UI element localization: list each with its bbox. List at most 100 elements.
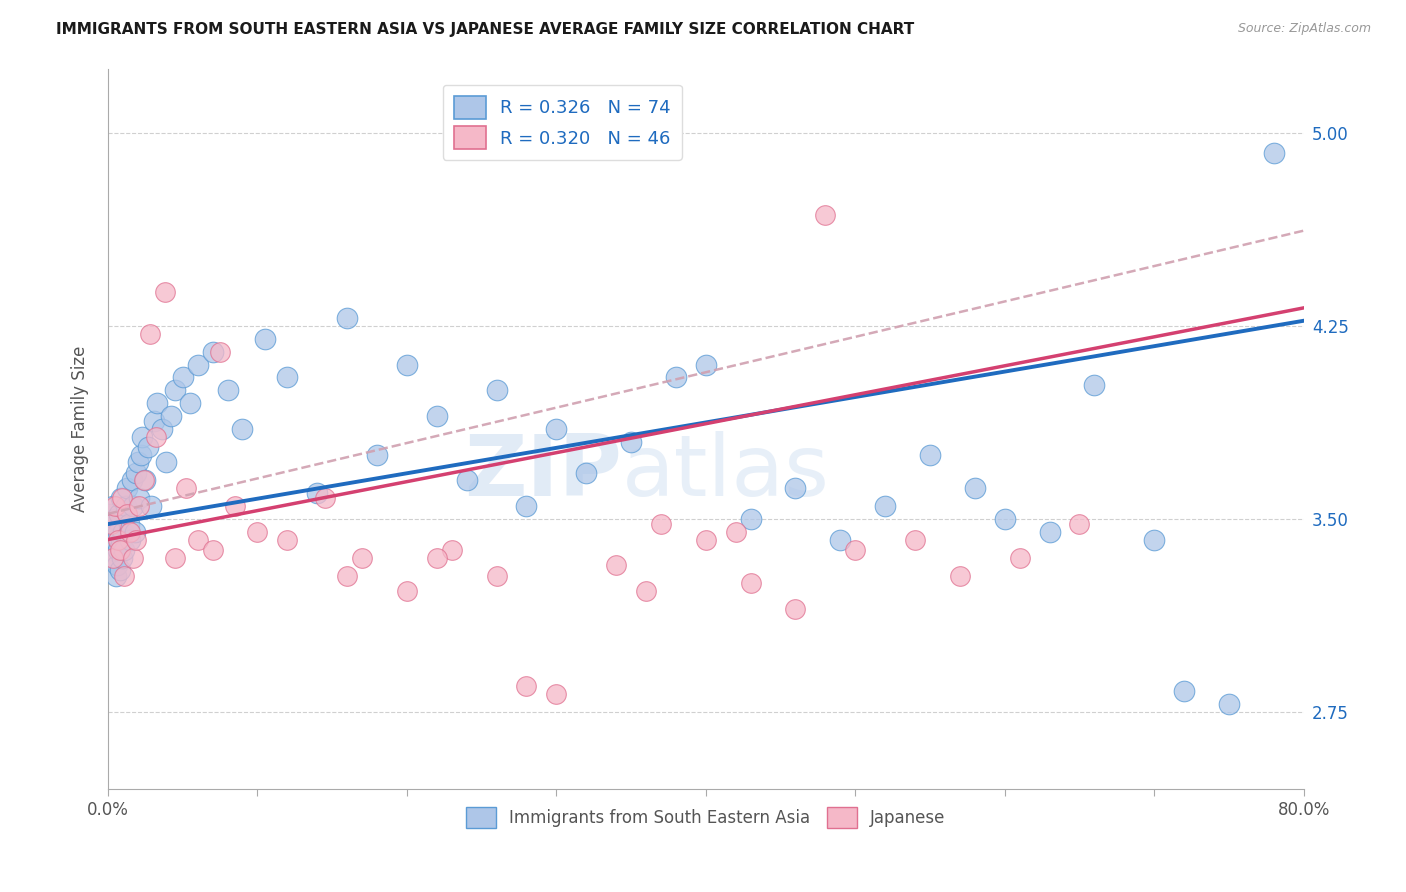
Point <box>665 370 688 384</box>
Point <box>103 550 125 565</box>
Point <box>1173 684 1195 698</box>
Point <box>456 474 478 488</box>
Point <box>115 499 138 513</box>
Point <box>122 550 145 565</box>
Point <box>111 524 134 539</box>
Point <box>246 524 269 539</box>
Point <box>121 474 143 488</box>
Point <box>120 533 142 547</box>
Point <box>108 564 131 578</box>
Point <box>217 384 239 398</box>
Point <box>366 448 388 462</box>
Point <box>105 558 128 573</box>
Point <box>117 507 139 521</box>
Point <box>107 542 129 557</box>
Point <box>1083 378 1105 392</box>
Point <box>785 481 807 495</box>
Point <box>165 550 187 565</box>
Point <box>111 550 134 565</box>
Point <box>395 358 418 372</box>
Point <box>128 499 150 513</box>
Point <box>515 679 537 693</box>
Point <box>120 524 142 539</box>
Point <box>395 584 418 599</box>
Point <box>276 370 298 384</box>
Point <box>844 542 866 557</box>
Point <box>740 576 762 591</box>
Point <box>314 491 336 506</box>
Point <box>110 533 132 547</box>
Point <box>187 358 209 372</box>
Point <box>307 486 329 500</box>
Point <box>231 422 253 436</box>
Point <box>155 455 177 469</box>
Point <box>143 414 166 428</box>
Point <box>107 533 129 547</box>
Point <box>695 533 717 547</box>
Point <box>122 499 145 513</box>
Point <box>814 208 837 222</box>
Point <box>485 384 508 398</box>
Point <box>994 512 1017 526</box>
Point <box>104 499 127 513</box>
Text: ZIP: ZIP <box>464 431 621 514</box>
Point <box>127 455 149 469</box>
Point <box>105 568 128 582</box>
Point <box>515 499 537 513</box>
Point <box>634 584 657 599</box>
Point <box>132 474 155 488</box>
Point <box>1038 524 1060 539</box>
Point <box>485 568 508 582</box>
Point <box>125 533 148 547</box>
Point <box>724 524 747 539</box>
Point <box>153 285 176 300</box>
Text: IMMIGRANTS FROM SOUTH EASTERN ASIA VS JAPANESE AVERAGE FAMILY SIZE CORRELATION C: IMMIGRANTS FROM SOUTH EASTERN ASIA VS JA… <box>56 22 914 37</box>
Point <box>124 524 146 539</box>
Point <box>440 542 463 557</box>
Point <box>1008 550 1031 565</box>
Point <box>336 568 359 582</box>
Point <box>174 481 197 495</box>
Point <box>107 524 129 539</box>
Point <box>108 542 131 557</box>
Point <box>131 429 153 443</box>
Point <box>179 396 201 410</box>
Point <box>138 440 160 454</box>
Point <box>100 517 122 532</box>
Point <box>620 434 643 449</box>
Point <box>108 507 131 521</box>
Point <box>740 512 762 526</box>
Point <box>112 542 135 557</box>
Point <box>695 358 717 372</box>
Point <box>209 344 232 359</box>
Point <box>575 466 598 480</box>
Point <box>201 542 224 557</box>
Point <box>103 499 125 513</box>
Point <box>1218 698 1240 712</box>
Point <box>145 429 167 443</box>
Point <box>650 517 672 532</box>
Point <box>128 491 150 506</box>
Point <box>103 550 125 565</box>
Point <box>963 481 986 495</box>
Point <box>352 550 374 565</box>
Point <box>918 448 941 462</box>
Point <box>253 332 276 346</box>
Point <box>336 311 359 326</box>
Point <box>104 512 127 526</box>
Point <box>110 491 132 506</box>
Point <box>111 491 134 506</box>
Point <box>426 550 449 565</box>
Point <box>201 344 224 359</box>
Point <box>172 370 194 384</box>
Point <box>104 533 127 547</box>
Point <box>98 507 121 521</box>
Text: Source: ZipAtlas.com: Source: ZipAtlas.com <box>1237 22 1371 36</box>
Legend: Immigrants from South Eastern Asia, Japanese: Immigrants from South Eastern Asia, Japa… <box>460 800 952 835</box>
Point <box>100 524 122 539</box>
Point <box>276 533 298 547</box>
Y-axis label: Average Family Size: Average Family Size <box>72 346 89 512</box>
Point <box>159 409 181 423</box>
Point <box>224 499 246 513</box>
Point <box>785 602 807 616</box>
